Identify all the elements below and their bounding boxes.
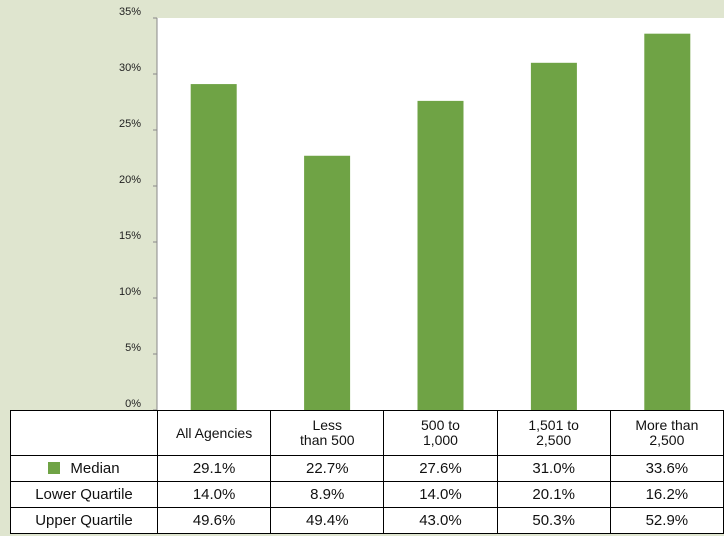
- row-label: Lower Quartile: [10, 481, 158, 508]
- legend-swatch: [48, 462, 61, 474]
- bar: [644, 33, 691, 410]
- value-cell: 43.0%: [383, 507, 498, 534]
- chart: 0% 5% 10% 15% 20% 25% 30% 35%: [119, 6, 724, 410]
- category-label: 500 to 1,000: [383, 410, 498, 456]
- y-tick-label: 25%: [119, 118, 141, 130]
- value-cell: 31.0%: [496, 455, 611, 482]
- bar: [417, 100, 464, 410]
- corner-cell: [10, 410, 158, 456]
- y-tick-label: 5%: [125, 342, 141, 354]
- category-label: Less than 500: [270, 410, 385, 456]
- y-tick-label: 10%: [119, 286, 141, 298]
- value-cell: 16.2%: [609, 481, 724, 508]
- value-cell: 14.0%: [383, 481, 498, 508]
- value-cell: 22.7%: [270, 455, 385, 482]
- y-tick-label: 35%: [119, 6, 141, 18]
- value-cell: 50.3%: [496, 507, 611, 534]
- y-tick-label: 15%: [119, 230, 141, 242]
- value-cell: 52.9%: [609, 507, 724, 534]
- quartile-row: Lower Quartile 14.0% 8.9% 14.0% 20.1% 16.2%: [10, 481, 724, 508]
- header-row: All Agencies Less than 500 500 to 1,000 1,5…: [10, 410, 724, 456]
- value-cell: 20.1%: [496, 481, 611, 508]
- quartile-row: Upper Quartile 49.6% 49.4% 43.0% 50.3% 52.9%: [10, 507, 724, 534]
- legend-cell: Median: [10, 455, 158, 482]
- category-label: All Agencies: [156, 410, 272, 456]
- bar: [530, 62, 577, 410]
- bar: [190, 84, 237, 410]
- value-cell: 27.6%: [383, 455, 498, 482]
- value-cell: 49.6%: [156, 507, 272, 534]
- value-cell: 8.9%: [270, 481, 385, 508]
- category-label: 1,501 to 2,500: [496, 410, 611, 456]
- row-label: Upper Quartile: [10, 507, 158, 534]
- y-tick-label: 20%: [119, 174, 141, 186]
- bar: [304, 155, 351, 410]
- y-tick-label: 0%: [125, 398, 141, 410]
- y-tick-label: 30%: [119, 62, 141, 74]
- value-cell: 29.1%: [156, 455, 272, 482]
- value-cell: 33.6%: [609, 455, 724, 482]
- median-row: Median 29.1% 22.7% 27.6% 31.0% 33.6%: [10, 455, 724, 482]
- category-label: More than 2,500: [609, 410, 724, 456]
- data-table: All Agencies Less than 500 500 to 1,000 1,5…: [10, 410, 724, 534]
- legend-label: Median: [70, 460, 120, 477]
- value-cell: 14.0%: [156, 481, 272, 508]
- value-cell: 49.4%: [270, 507, 385, 534]
